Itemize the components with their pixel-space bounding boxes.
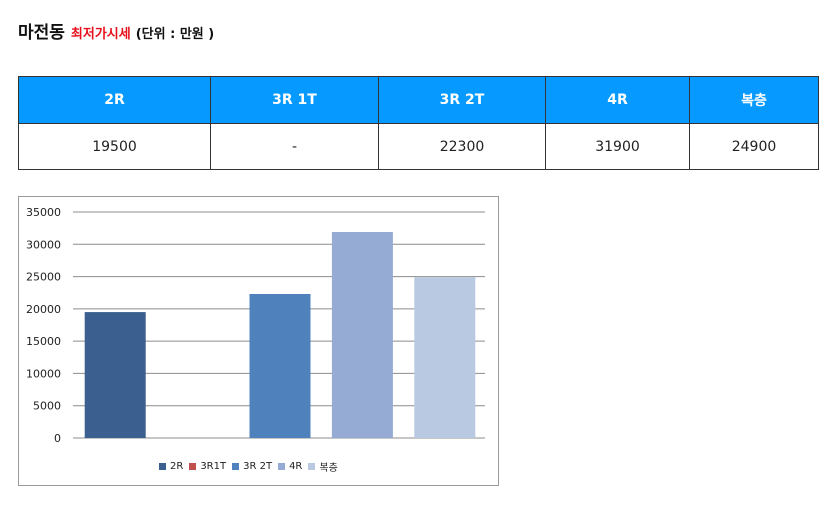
bar bbox=[84, 312, 146, 438]
legend-label: 복층 bbox=[319, 463, 338, 474]
legend-swatch bbox=[159, 463, 166, 470]
y-tick-label: 25000 bbox=[26, 271, 61, 284]
legend-item: 3R1T bbox=[189, 461, 226, 472]
legend-item: 3R 2T bbox=[232, 461, 272, 472]
table-cell: - bbox=[210, 123, 379, 170]
table-cell: 19500 bbox=[18, 123, 211, 170]
table-header-cell: 3R 2T bbox=[378, 76, 546, 124]
legend-item: 4R bbox=[278, 461, 302, 472]
table-row: 19500 - 22300 31900 24900 bbox=[18, 123, 819, 170]
y-tick-label: 35000 bbox=[26, 206, 61, 219]
y-tick-label: 15000 bbox=[26, 335, 61, 348]
y-tick-label: 5000 bbox=[33, 400, 61, 413]
table-cell: 22300 bbox=[378, 123, 546, 170]
y-tick-label: 0 bbox=[54, 432, 61, 445]
table-header-cell: 4R bbox=[545, 76, 690, 124]
legend-label: 3R 2T bbox=[243, 461, 273, 472]
table-header-cell: 3R 1T bbox=[210, 76, 379, 124]
chart-plot: 35000 30000 25000 20000 15000 10000 5000 0 bbox=[26, 206, 485, 445]
table-header-row: 2R 3R 1T 3R 2T 4R 복층 bbox=[18, 76, 819, 124]
bar bbox=[414, 277, 476, 438]
bar-chart: 35000 30000 25000 20000 15000 10000 5000 0 2R 3R… bbox=[18, 196, 499, 486]
y-tick-label: 10000 bbox=[26, 367, 61, 380]
legend-label: 3R1T bbox=[200, 461, 227, 472]
table-cell: 31900 bbox=[545, 123, 690, 170]
price-table: 2R 3R 1T 3R 2T 4R 복층 19500 - 22300 31900… bbox=[18, 76, 819, 170]
legend-item: 2R bbox=[159, 461, 183, 472]
table-cell: 24900 bbox=[689, 123, 819, 170]
y-tick-label: 20000 bbox=[26, 303, 61, 316]
legend-swatch bbox=[278, 463, 286, 470]
bar bbox=[249, 294, 311, 438]
title-row: 마전동 최저가시세 (단위 : 만원 ) bbox=[18, 18, 214, 44]
legend-label: 2R bbox=[170, 461, 184, 472]
legend-item: 복층 bbox=[308, 459, 338, 474]
page-title: 마전동 bbox=[18, 23, 65, 43]
y-tick-label: 30000 bbox=[26, 238, 61, 251]
legend-swatch bbox=[189, 463, 197, 470]
legend-label: 4R bbox=[289, 461, 303, 472]
unit-label: (단위 : 만원 ) bbox=[135, 27, 215, 42]
table-header-cell: 2R bbox=[18, 76, 211, 124]
chart-legend: 2R 3R1T 3R 2T 4R 복층 bbox=[159, 459, 344, 474]
legend-swatch bbox=[232, 463, 240, 470]
table-header-cell: 복층 bbox=[689, 76, 819, 124]
legend-swatch bbox=[308, 463, 316, 470]
page-subtitle: 최저가시세 bbox=[70, 27, 131, 42]
bar bbox=[331, 232, 393, 438]
